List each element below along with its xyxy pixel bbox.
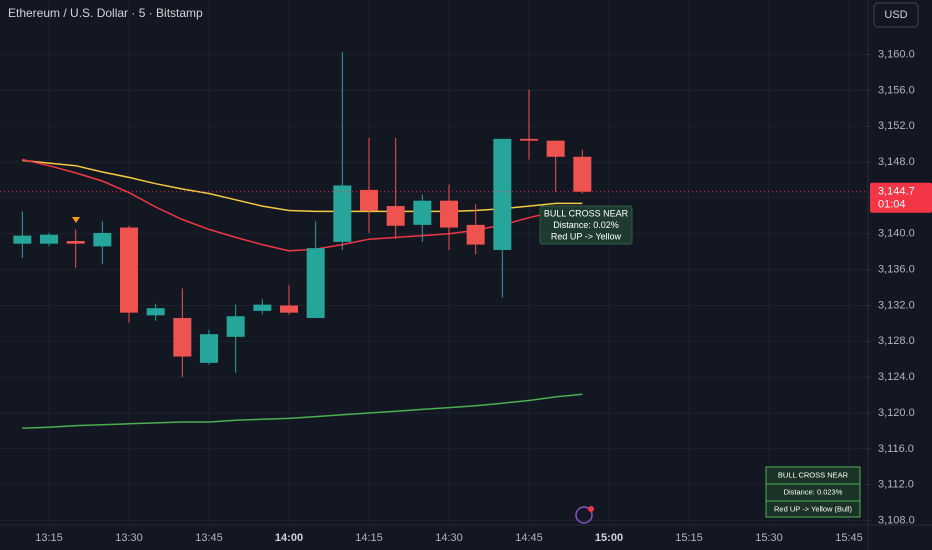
candle-body bbox=[93, 232, 112, 247]
x-tick-label: 15:00 bbox=[595, 532, 623, 544]
x-tick-label: 15:45 bbox=[835, 532, 863, 544]
x-tick-label: 14:15 bbox=[355, 532, 383, 544]
y-tick-label: 3,108.0 bbox=[878, 514, 915, 526]
candle-body bbox=[120, 227, 138, 313]
ma-line bbox=[22, 393, 583, 429]
candle-body bbox=[280, 305, 298, 313]
ma-line bbox=[22, 158, 583, 252]
candle-body bbox=[40, 234, 58, 244]
y-tick-label: 3,124.0 bbox=[878, 371, 915, 383]
currency-button[interactable] bbox=[873, 2, 919, 28]
y-tick-label: 3,128.0 bbox=[878, 335, 915, 347]
currency-label[interactable]: USD bbox=[884, 9, 907, 21]
y-tick-label: 3,148.0 bbox=[878, 156, 915, 168]
x-tick-label: 14:45 bbox=[515, 532, 543, 544]
candle-body bbox=[333, 185, 352, 242]
x-tick-label: 13:30 bbox=[115, 532, 143, 544]
y-tick-label: 3,160.0 bbox=[878, 49, 915, 61]
candle-body bbox=[546, 140, 565, 157]
plot bbox=[13, 51, 592, 429]
last-price-box bbox=[870, 182, 932, 213]
chart-title: Ethereum / U.S. Dollar · 5 · Bitstamp bbox=[8, 6, 203, 20]
y-tick-label: 3,136.0 bbox=[878, 264, 915, 276]
x-tick-label: 15:15 bbox=[675, 532, 703, 544]
y-tick-label: 3,112.0 bbox=[878, 479, 914, 491]
ma-line bbox=[22, 159, 583, 213]
candle-body bbox=[493, 138, 512, 250]
y-tick-label: 3,116.0 bbox=[878, 443, 914, 455]
candle-body bbox=[66, 240, 85, 244]
candle-body bbox=[226, 316, 245, 337]
candle-body bbox=[413, 200, 432, 225]
candle-body bbox=[306, 248, 325, 319]
x-tick-label: 13:45 bbox=[195, 532, 223, 544]
table-text: Distance: 0.023% bbox=[784, 487, 843, 496]
y-tick-label: 3,132.0 bbox=[878, 299, 915, 311]
y-tick-label: 3,152.0 bbox=[878, 120, 915, 132]
tooltip-box bbox=[539, 205, 633, 245]
candle-body bbox=[440, 200, 458, 228]
x-tick-label: 13:15 bbox=[35, 532, 63, 544]
x-tick-label: 14:30 bbox=[435, 532, 463, 544]
candle-body bbox=[360, 189, 378, 211]
table-text: Red UP -> Yellow (Bull) bbox=[774, 504, 853, 513]
candle-body bbox=[200, 334, 218, 363]
candle-body bbox=[13, 235, 32, 244]
grid bbox=[0, 0, 868, 525]
logo bbox=[575, 506, 594, 524]
last-price-label: 3,144.7 bbox=[878, 186, 915, 198]
candle-body bbox=[146, 308, 165, 316]
x-tick-label: 14:00 bbox=[275, 532, 303, 544]
tooltip-text: BULL CROSS NEAR bbox=[544, 208, 629, 218]
table-text: BULL CROSS NEAR bbox=[778, 470, 849, 479]
candle-body bbox=[173, 318, 192, 357]
tooltip-text: Distance: 0.02% bbox=[553, 220, 619, 230]
y-tick-label: 3,140.0 bbox=[878, 228, 915, 240]
candle-body bbox=[573, 156, 592, 192]
candle-body bbox=[386, 206, 405, 226]
table-box bbox=[765, 466, 861, 518]
countdown-label: 01:04 bbox=[878, 199, 906, 211]
y-tick-label: 3,120.0 bbox=[878, 407, 915, 419]
candle-body bbox=[520, 138, 538, 141]
tooltip-text: Red UP -> Yellow bbox=[551, 231, 622, 241]
y-tick-label: 3,156.0 bbox=[878, 84, 915, 96]
signal-marker bbox=[72, 217, 80, 223]
candle-body bbox=[466, 224, 485, 245]
x-tick-label: 15:30 bbox=[755, 532, 783, 544]
candle-body bbox=[253, 304, 272, 311]
